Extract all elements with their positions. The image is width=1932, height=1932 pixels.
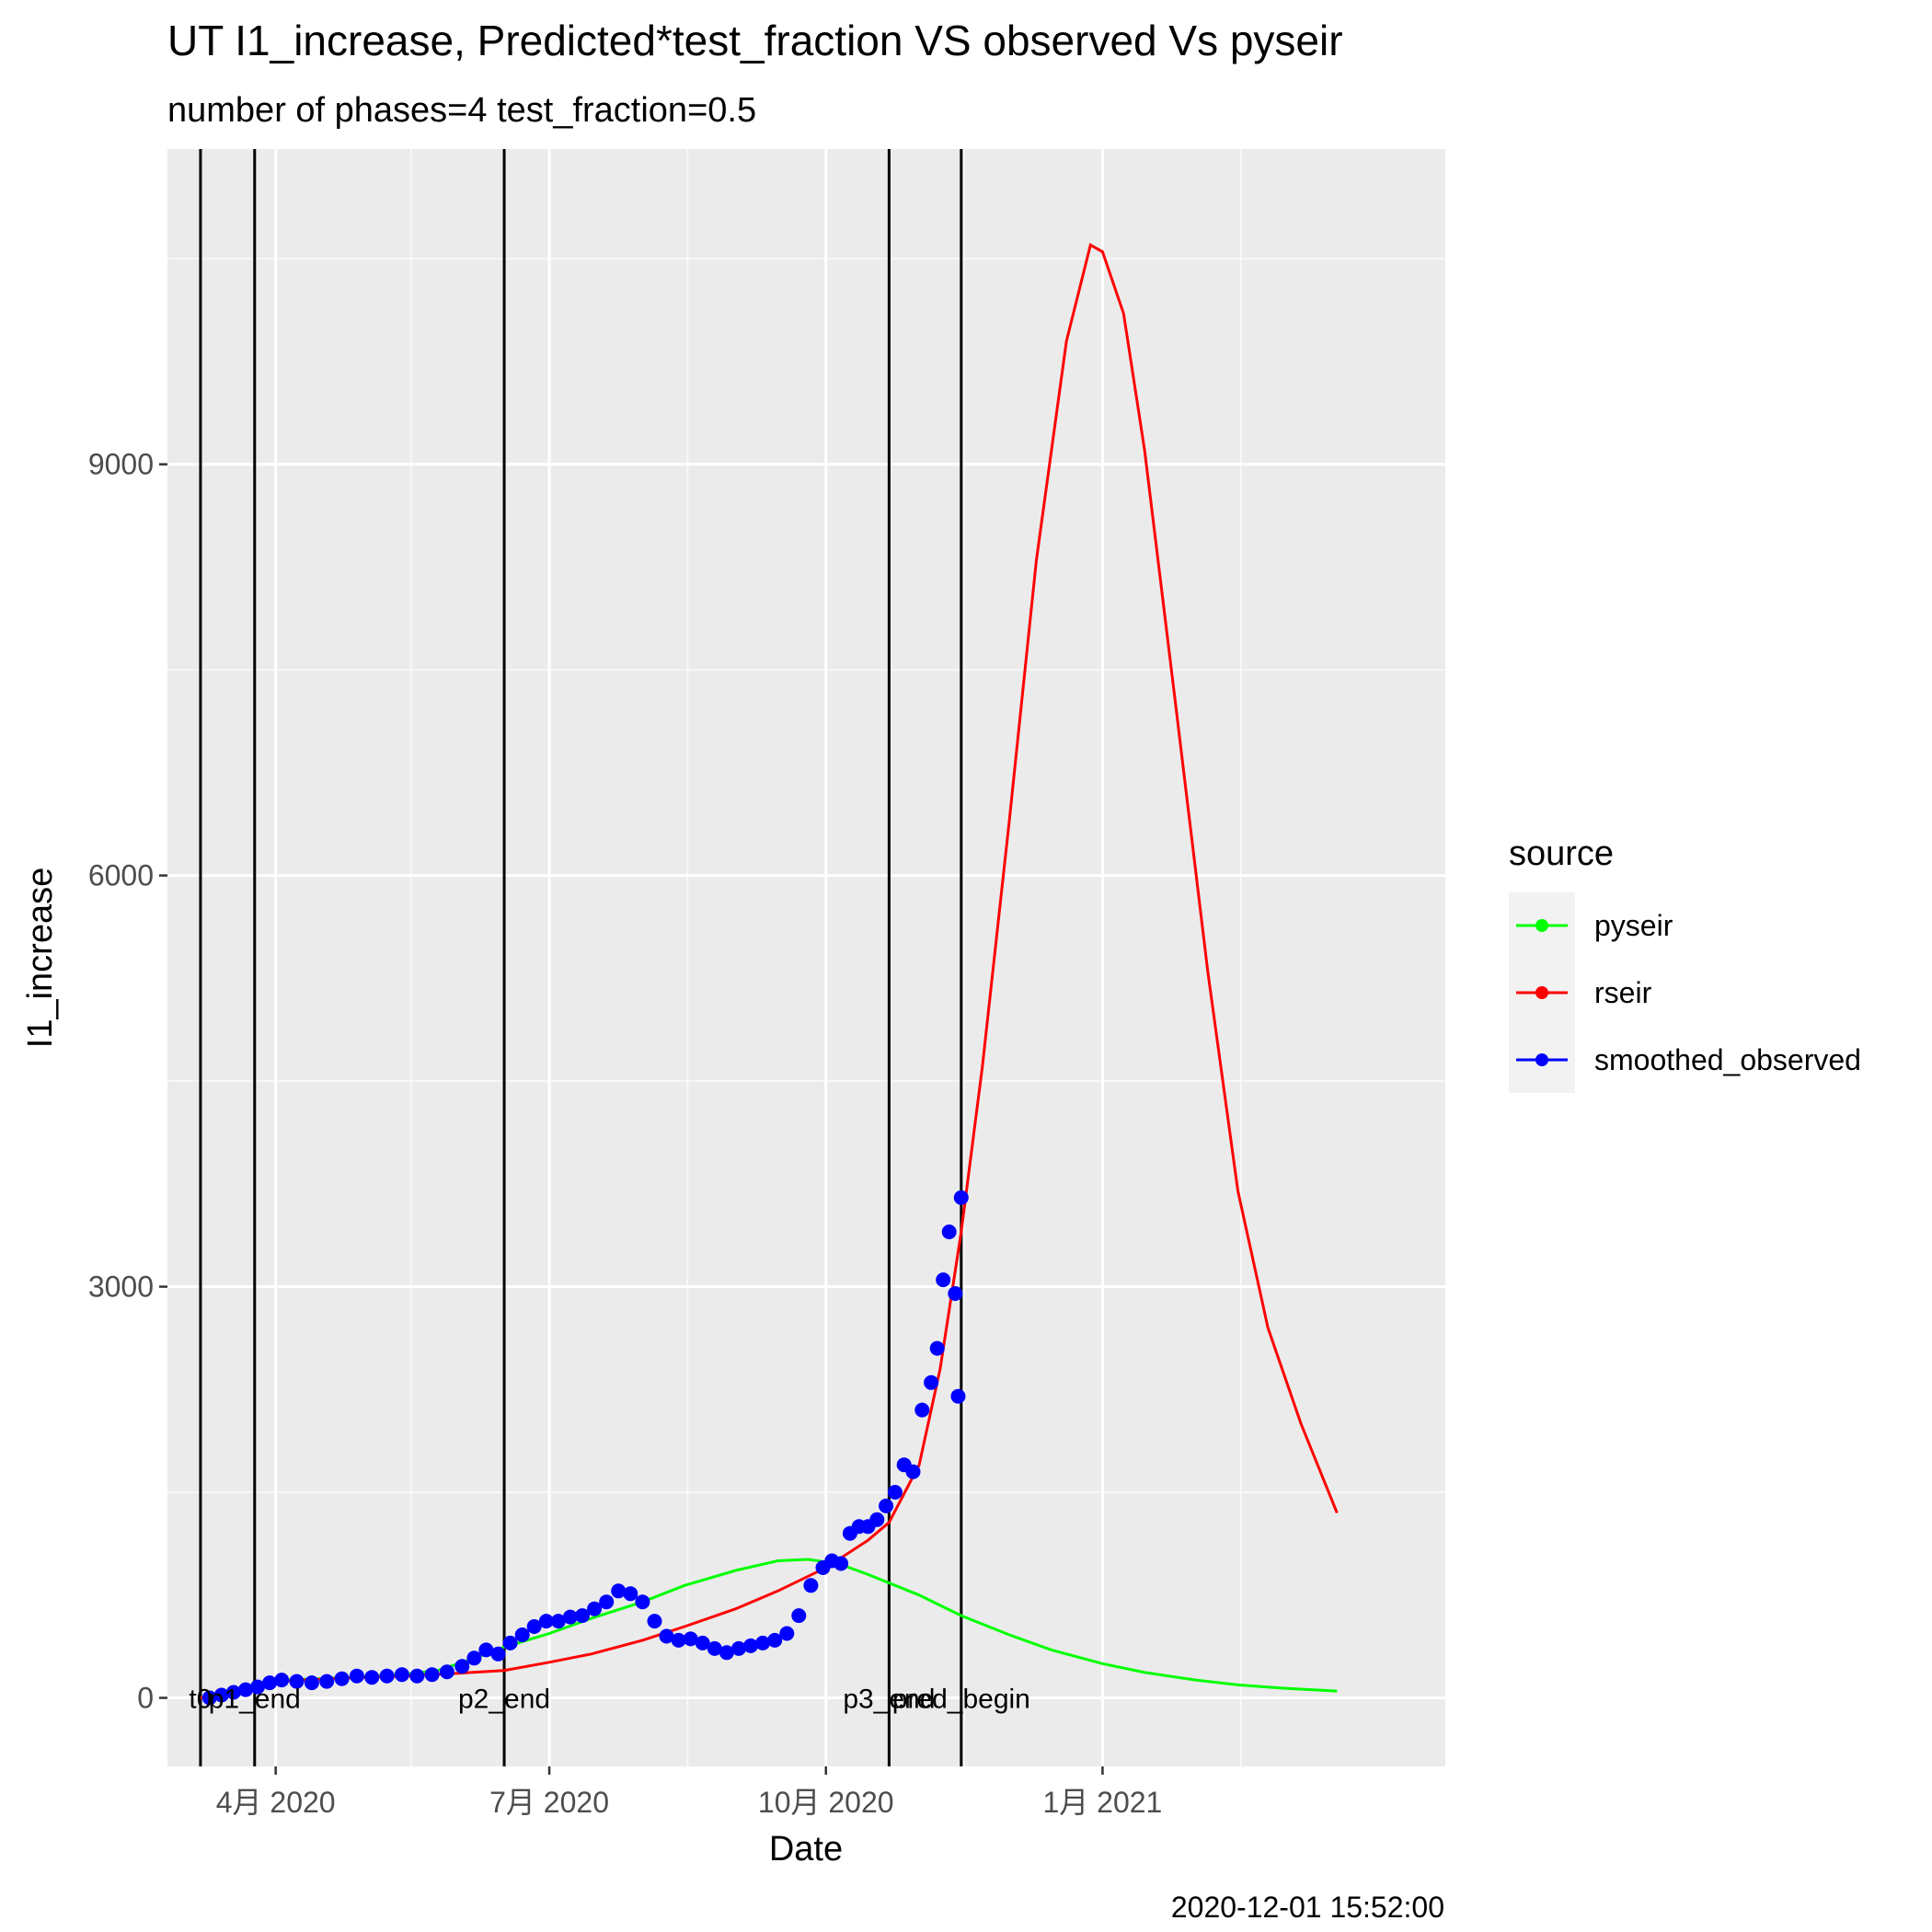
phase-label: t0 [189, 1685, 212, 1715]
smoothed_observed-point [941, 1225, 957, 1239]
smoothed_observed-point [719, 1645, 734, 1661]
smoothed_observed-point [635, 1594, 650, 1610]
smoothed_observed-point [262, 1675, 278, 1691]
y-tick-label: 3000 [88, 1271, 154, 1304]
smoothed_observed-point [466, 1650, 482, 1666]
smoothed_observed-point [779, 1626, 795, 1641]
phase-label: p3_end [843, 1685, 935, 1715]
smoothed_observed-point [250, 1679, 265, 1695]
smoothed_observed-point [611, 1583, 627, 1599]
smoothed_observed-point [424, 1667, 440, 1683]
smoothed_observed-point [887, 1485, 903, 1500]
smoothed_observed-point [731, 1640, 746, 1656]
smoothed_observed-point [671, 1632, 686, 1648]
smoothed_observed-point [454, 1659, 470, 1674]
smoothed_observed-point [478, 1642, 494, 1658]
smoothed_observed-point [394, 1667, 409, 1683]
smoothed_observed-point [755, 1635, 771, 1650]
grid-minor [167, 149, 1445, 1766]
smoothed_observed-point [743, 1638, 758, 1653]
smoothed_observed-point [334, 1671, 350, 1686]
smoothed_observed-point [201, 1690, 217, 1706]
x-tick-label: 7月 2020 [489, 1786, 609, 1819]
smoothed_observed-point [683, 1631, 698, 1647]
smoothed_observed-point [439, 1664, 454, 1680]
smoothed_observed-point [213, 1687, 229, 1703]
y-tick-label: 9000 [88, 448, 154, 481]
smoothed_observed-point [409, 1668, 425, 1684]
smoothed_observed-point [647, 1614, 662, 1629]
phase-label: p1_end [209, 1685, 301, 1715]
smoothed_observed-point [514, 1627, 530, 1642]
smoothed_observed-point [879, 1498, 894, 1513]
x-tick-label: 10月 2020 [758, 1786, 894, 1819]
legend-key-point [1535, 919, 1548, 932]
y-tick-label: 0 [137, 1682, 154, 1715]
phase-label: pred_begin [892, 1685, 1030, 1715]
smoothed_observed-point [599, 1594, 615, 1610]
smoothed_observed-point [490, 1646, 506, 1662]
x-tick-label: 1月 2021 [1042, 1786, 1162, 1819]
smoothed_observed-point [905, 1464, 921, 1479]
smoothed_observed-point [929, 1340, 945, 1356]
legend-key-point [1535, 1053, 1548, 1066]
smoothed_observed-point [349, 1668, 364, 1684]
smoothed_observed-point [869, 1512, 885, 1527]
smoothed_observed-point [225, 1685, 241, 1700]
smoothed_observed-point [695, 1635, 710, 1650]
smoothed_observed-point [526, 1619, 542, 1634]
legend: source pyseir rseir smoothed_observed [1509, 834, 1861, 1093]
smoothed_observed-point [238, 1682, 253, 1697]
series-points [201, 1190, 969, 1706]
x-axis: 4月 2020 7月 2020 10月 2020 1月 2021 [216, 1766, 1162, 1819]
smoothed_observed-point [289, 1673, 305, 1689]
smoothed_observed-point [936, 1272, 951, 1288]
smoothed_observed-point [659, 1628, 674, 1644]
smoothed_observed-point [767, 1632, 783, 1648]
smoothed_observed-point [538, 1614, 554, 1629]
phase-label: p2_end [458, 1685, 550, 1715]
smoothed_observed-point [562, 1609, 578, 1625]
smoothed_observed-point [948, 1286, 963, 1301]
y-axis-title: I1_increase [21, 868, 60, 1048]
legend-title: source [1509, 834, 1614, 873]
smoothed_observed-point [379, 1668, 395, 1684]
chart-title: UT I1_increase, Predicted*test_fraction … [167, 17, 1343, 64]
grid-major [167, 149, 1445, 1766]
phase-lines [199, 149, 963, 1766]
plot-panel [167, 149, 1445, 1766]
smoothed_observed-point [364, 1670, 380, 1685]
smoothed_observed-point [914, 1402, 930, 1418]
smoothed_observed-point [803, 1578, 819, 1593]
y-axis: 0 3000 6000 9000 [88, 448, 167, 1715]
chart-subtitle: number of phases=4 test_fraction=0.5 [167, 91, 756, 130]
smoothed_observed-point [707, 1640, 722, 1656]
legend-label: pyseir [1594, 909, 1673, 942]
legend-label: smoothed_observed [1594, 1043, 1861, 1076]
y-tick-label: 6000 [88, 859, 154, 892]
x-axis-title: Date [769, 1830, 843, 1869]
x-tick-label: 4月 2020 [216, 1786, 336, 1819]
smoothed_observed-point [834, 1556, 849, 1571]
smoothed_observed-point [623, 1586, 638, 1602]
smoothed_observed-point [550, 1614, 566, 1629]
smoothed_observed-point [274, 1673, 290, 1688]
smoothed_observed-point [575, 1608, 590, 1624]
smoothed_observed-point [950, 1388, 966, 1404]
smoothed_observed-point [791, 1608, 807, 1624]
smoothed_observed-point [953, 1190, 969, 1205]
smoothed_observed-point [319, 1673, 335, 1689]
smoothed_observed-point [304, 1675, 319, 1691]
smoothed_observed-point [502, 1635, 518, 1650]
smoothed_observed-point [587, 1601, 603, 1616]
smoothed_observed-point [924, 1374, 939, 1390]
caption: 2020-12-01 15:52:00 [1171, 1891, 1444, 1924]
legend-key-point [1535, 986, 1548, 999]
legend-label: rseir [1594, 976, 1652, 1009]
